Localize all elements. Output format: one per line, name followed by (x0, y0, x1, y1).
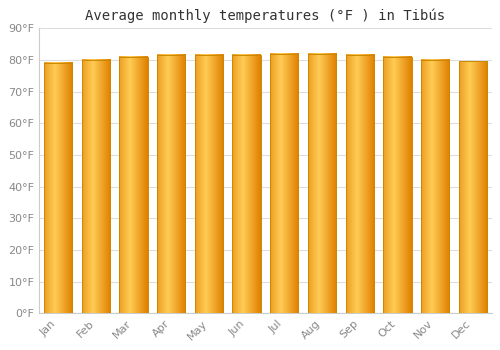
Bar (194, 55, 223, 313)
Bar (308, 54, 336, 313)
Bar (232, 55, 260, 313)
Bar (421, 60, 449, 313)
Bar (82, 60, 110, 313)
Bar (120, 57, 148, 313)
Bar (44, 63, 72, 313)
Bar (458, 62, 487, 313)
Title: Average monthly temperatures (°F ) in Tibús: Average monthly temperatures (°F ) in Ti… (86, 8, 446, 23)
Bar (384, 57, 411, 313)
Bar (346, 55, 374, 313)
Bar (157, 55, 186, 313)
Bar (270, 54, 298, 313)
